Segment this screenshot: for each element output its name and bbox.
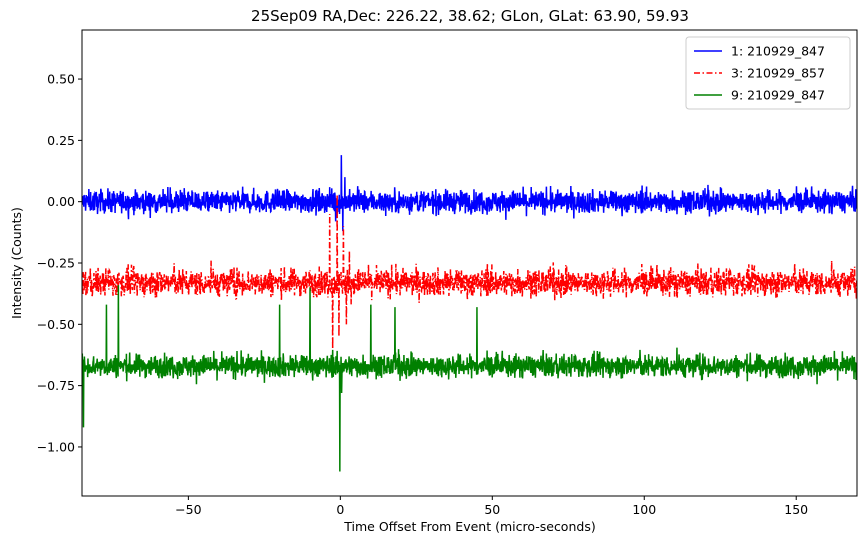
x-axis-label: Time Offset From Event (micro-seconds) <box>343 519 595 534</box>
plot-frame <box>81 29 858 497</box>
legend-label-1: 1: 210929_847 <box>731 44 825 59</box>
y-tick-label: −0.75 <box>37 378 75 393</box>
chart-title: 25Sep09 RA,Dec: 226.22, 38.62; GLon, GLa… <box>251 7 689 25</box>
y-tick-label: 0.50 <box>47 72 75 87</box>
x-tick-label: 100 <box>632 502 656 517</box>
x-ticks: −50 0 50 100 150 <box>175 496 808 517</box>
y-tick-label: −0.50 <box>37 317 75 332</box>
x-tick-label: 150 <box>784 502 808 517</box>
series-line-2 <box>82 194 857 349</box>
legend-label-3: 9: 210929_847 <box>731 88 825 103</box>
legend-box <box>685 36 851 110</box>
y-tick-label: −1.00 <box>37 439 75 454</box>
y-ticks: −1.00 −0.75 −0.50 −0.25 0.00 0.25 0.50 <box>37 72 82 454</box>
y-tick-label: 0.00 <box>47 194 75 209</box>
series-line-1 <box>82 155 857 232</box>
legend: 1: 210929_847 3: 210929_857 9: 210929_84… <box>685 36 851 110</box>
series-line-3 <box>82 285 857 472</box>
y-axis-label: Intensity (Counts) <box>9 207 24 319</box>
series-layer <box>82 155 857 472</box>
x-tick-label: 0 <box>336 502 344 517</box>
legend-label-2: 3: 210929_857 <box>731 66 825 81</box>
x-tick-label: −50 <box>175 502 201 517</box>
y-tick-label: 0.25 <box>47 133 75 148</box>
x-tick-label: 50 <box>484 502 500 517</box>
y-tick-label: −0.25 <box>37 256 75 271</box>
